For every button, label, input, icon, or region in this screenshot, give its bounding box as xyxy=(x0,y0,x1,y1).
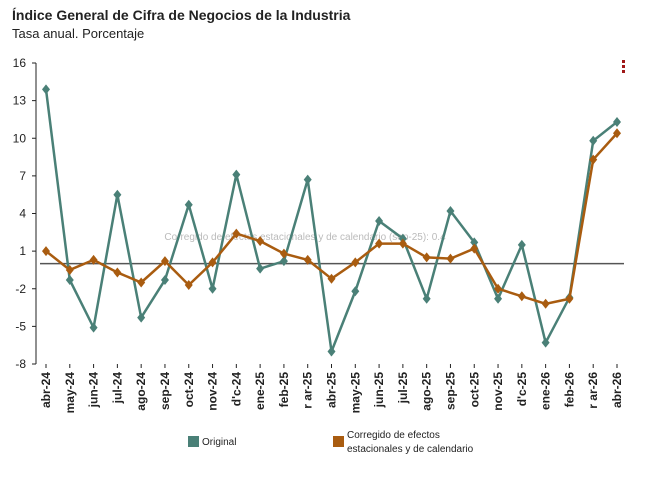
x-tick-label: d'c-24 xyxy=(229,372,243,407)
legend-label: Corregido de efectos estacionales y de ca… xyxy=(347,430,474,455)
x-tick-label: jun-24 xyxy=(87,372,101,409)
point xyxy=(89,322,98,333)
point xyxy=(327,273,336,284)
x-tick-label: jun-25 xyxy=(372,372,386,409)
point xyxy=(375,216,384,227)
point xyxy=(256,263,265,274)
x-tick-label: jul-24 xyxy=(110,372,124,405)
point xyxy=(160,274,169,285)
point xyxy=(351,257,360,268)
point xyxy=(42,246,50,257)
y-tick-label: 7 xyxy=(19,169,26,183)
x-tick-label: feb-25 xyxy=(277,372,291,408)
legend-swatch xyxy=(188,436,199,447)
point xyxy=(137,277,146,288)
y-tick-label: -8 xyxy=(15,357,26,371)
point xyxy=(422,293,431,304)
legend-label: Original xyxy=(202,437,236,448)
chart-subtitle: Tasa anual. Porcentaje xyxy=(12,26,144,41)
x-tick-label: r ar-26 xyxy=(586,372,600,409)
point xyxy=(113,267,122,278)
series-line xyxy=(44,89,618,357)
point xyxy=(446,205,455,216)
x-tick-label: sep-24 xyxy=(158,372,172,410)
x-tick-label: nov-25 xyxy=(491,372,505,411)
y-tick-label: 4 xyxy=(19,207,26,221)
point xyxy=(517,239,526,250)
point xyxy=(232,169,241,180)
point xyxy=(398,233,407,244)
point xyxy=(137,312,146,323)
x-tick-label: ago-25 xyxy=(420,372,434,411)
point xyxy=(160,256,169,267)
point xyxy=(494,283,503,294)
x-tick-label: ene-26 xyxy=(539,372,553,410)
point xyxy=(327,346,336,357)
y-tick-label: 16 xyxy=(13,56,27,70)
x-tick-label: oct-24 xyxy=(182,372,196,408)
point xyxy=(398,238,407,249)
x-tick-label: abr-26 xyxy=(610,372,624,408)
point xyxy=(351,286,360,297)
point xyxy=(422,252,431,263)
tooltip: Corregido de efectos estacionales y de c… xyxy=(164,232,446,243)
y-tick-label: 10 xyxy=(13,131,27,145)
x-tick-label: jul-25 xyxy=(396,372,410,405)
point xyxy=(232,228,241,239)
point xyxy=(65,274,74,285)
point xyxy=(256,236,265,247)
x-tick-label: feb-26 xyxy=(562,372,576,408)
y-tick-label: -5 xyxy=(15,319,26,333)
point xyxy=(279,256,288,267)
point xyxy=(589,154,598,165)
point xyxy=(89,254,98,265)
x-tick-label: r ar-25 xyxy=(301,372,315,409)
chart-title: Índice General de Cifra de Negocios de l… xyxy=(12,7,351,23)
menu-dot[interactable] xyxy=(622,70,625,73)
y-tick-label: -2 xyxy=(15,282,26,296)
point xyxy=(208,283,217,294)
legend-line: estacionales y de calendario xyxy=(347,444,474,455)
legend-line: Corregido de efectos xyxy=(347,430,440,441)
x-tick-label: sep-25 xyxy=(443,372,457,410)
point xyxy=(446,253,455,264)
x-tick-label: abr-24 xyxy=(39,372,53,408)
point xyxy=(303,254,312,265)
menu-dot[interactable] xyxy=(622,60,625,63)
point xyxy=(613,116,621,127)
point xyxy=(208,257,217,268)
x-tick-label: may-25 xyxy=(348,372,362,414)
point xyxy=(303,174,312,185)
x-tick-label: ene-25 xyxy=(253,372,267,410)
x-tick-label: d'c-25 xyxy=(515,372,529,407)
menu-dot[interactable] xyxy=(622,65,625,68)
point xyxy=(565,293,574,304)
point xyxy=(184,279,193,290)
x-tick-label: ago-24 xyxy=(134,372,148,411)
point xyxy=(541,337,550,348)
y-tick-label: 13 xyxy=(13,94,27,108)
point xyxy=(589,135,598,146)
x-tick-label: may-24 xyxy=(63,372,77,414)
point xyxy=(113,189,122,200)
y-tick-label: 1 xyxy=(19,244,26,258)
x-tick-label: abr-25 xyxy=(325,372,339,408)
point xyxy=(470,243,479,254)
point xyxy=(65,264,74,275)
point xyxy=(42,84,50,95)
point xyxy=(279,248,288,259)
x-tick-label: nov-24 xyxy=(206,372,220,411)
point xyxy=(470,237,479,248)
point xyxy=(494,293,503,304)
menu-icon[interactable] xyxy=(622,60,625,73)
point xyxy=(517,291,526,302)
x-tick-label: oct-25 xyxy=(467,372,481,408)
point xyxy=(541,298,550,309)
point xyxy=(184,199,193,210)
legend-swatch xyxy=(333,436,344,447)
point xyxy=(613,128,621,139)
point xyxy=(375,238,384,249)
